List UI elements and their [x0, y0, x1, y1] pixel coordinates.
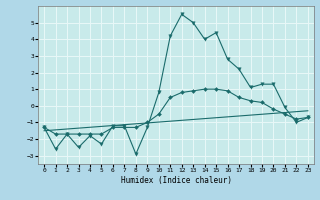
X-axis label: Humidex (Indice chaleur): Humidex (Indice chaleur)	[121, 176, 231, 185]
